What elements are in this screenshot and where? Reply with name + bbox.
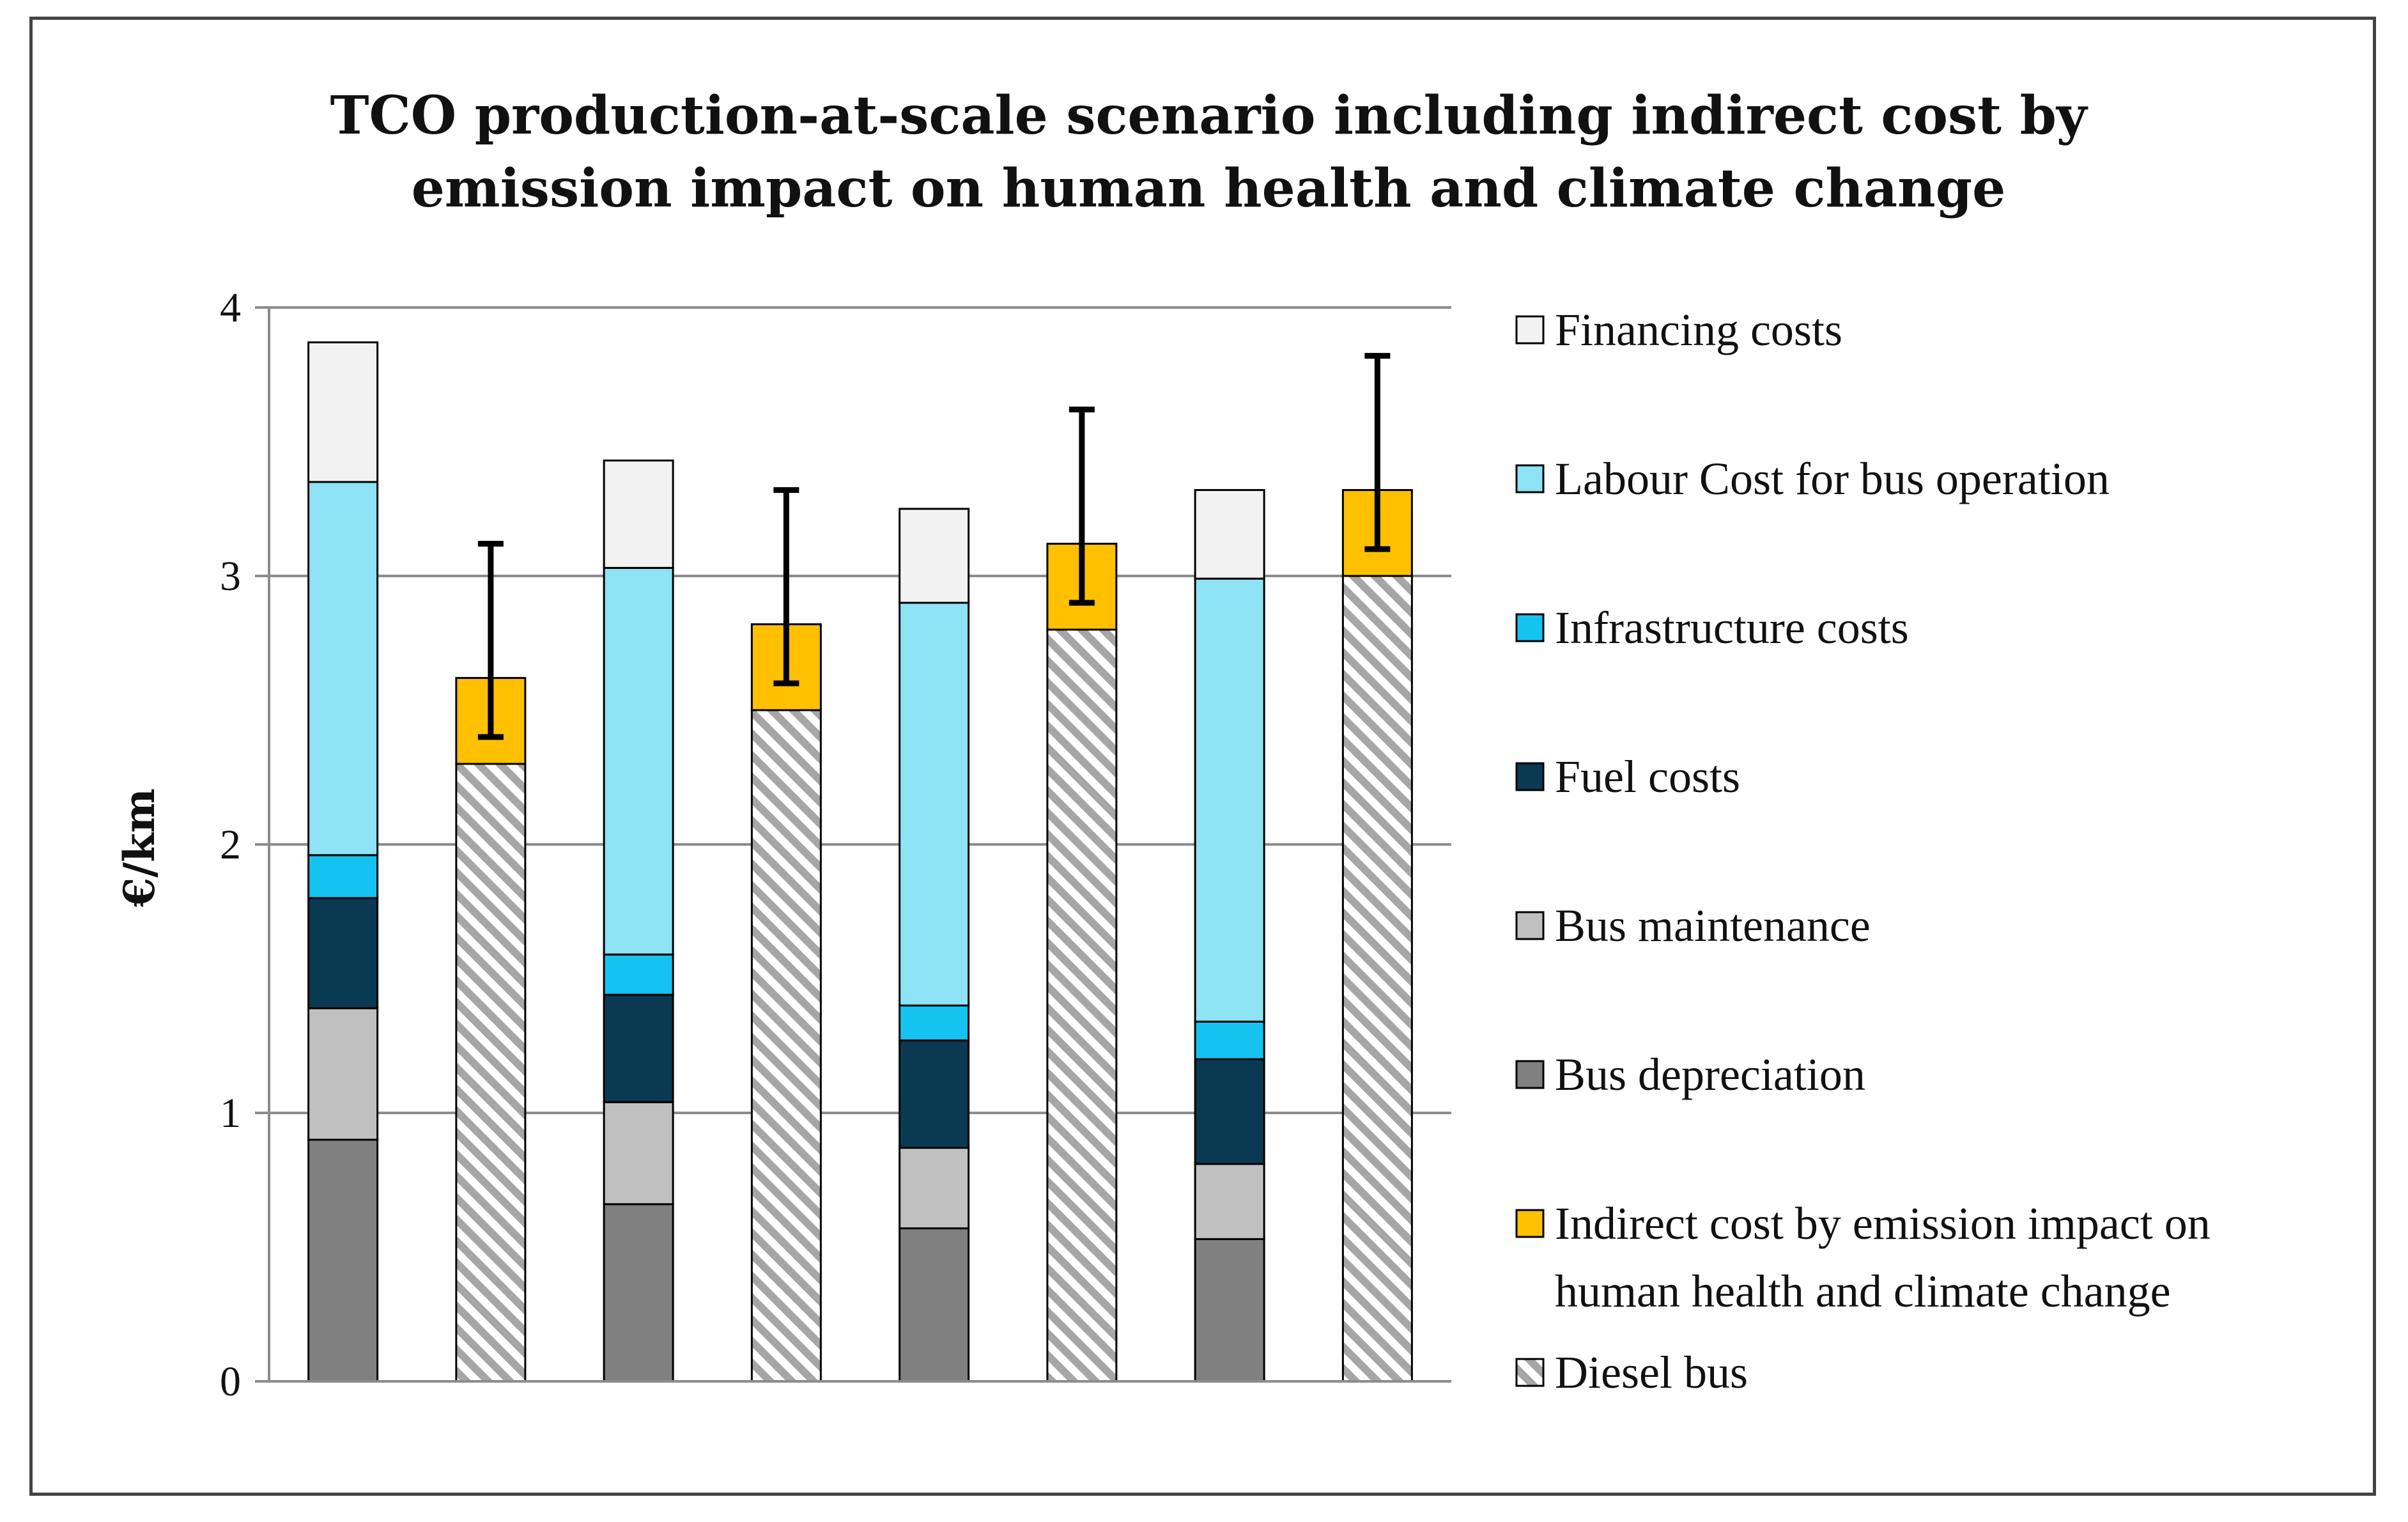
y-axis-label: €/km — [114, 788, 164, 908]
bar-fuel_costs-6 — [1194, 1058, 1265, 1165]
y-tick-label-4: 4 — [220, 284, 241, 331]
bar-bus_maintenance-6 — [1194, 1163, 1265, 1240]
legend-label-infrastructure_costs: Infrastructure costs — [1555, 602, 1909, 653]
legend: Financing costs Labour Cost for bus opera… — [1515, 304, 2211, 1398]
bar-diesel_bus-5 — [1046, 628, 1118, 1383]
legend-swatch-indirect_cost — [1515, 1209, 1545, 1238]
bar-fuel_costs-0 — [307, 897, 379, 1009]
legend-label-diesel_bus: Diesel bus — [1555, 1347, 1748, 1398]
chart-title-line-2: emission impact on human health and clim… — [412, 158, 2006, 219]
bar-financing_costs-0 — [307, 341, 379, 483]
legend-label-indirect_cost-line-2: human health and climate change — [1555, 1266, 2171, 1317]
bar-infrastructure_costs-6 — [1194, 1020, 1265, 1060]
bar-labour_cost-6 — [1194, 577, 1265, 1023]
bar-financing_costs-6 — [1194, 489, 1265, 580]
y-tick-label-1: 1 — [220, 1090, 241, 1137]
bar-labour_cost-0 — [307, 481, 379, 857]
legend-label-fuel_costs: Fuel costs — [1555, 751, 1740, 802]
bar-bus_maintenance-0 — [307, 1007, 379, 1141]
y-tick-label-2: 2 — [220, 821, 241, 868]
error-bar-layer — [477, 353, 1391, 740]
bar-infrastructure_costs-4 — [899, 1004, 970, 1042]
bar-diesel_bus-1 — [455, 763, 527, 1383]
bar-infrastructure_costs-2 — [603, 953, 674, 996]
bar-diesel_bus-7 — [1341, 575, 1413, 1383]
bar-fuel_costs-4 — [899, 1039, 970, 1149]
y-tick-labels: 0 1 2 3 4 — [220, 284, 241, 1405]
y-tick-label-0: 0 — [220, 1358, 241, 1405]
legend-swatch-fuel_costs — [1515, 762, 1545, 791]
legend-swatch-diesel_bus — [1515, 1358, 1545, 1387]
bar-bus_maintenance-4 — [899, 1147, 970, 1230]
bar-bus_depreciation-4 — [899, 1227, 970, 1383]
legend-swatch-infrastructure_costs — [1515, 613, 1545, 642]
legend-swatch-labour_cost — [1515, 464, 1545, 493]
bar-diesel_bus-3 — [750, 709, 822, 1383]
y-tick-label-3: 3 — [220, 553, 241, 600]
legend-label-bus_depreciation: Bus depreciation — [1555, 1049, 1865, 1100]
bar-bus_maintenance-2 — [603, 1101, 674, 1206]
legend-label-financing_costs: Financing costs — [1555, 304, 1842, 355]
grid-layer — [255, 306, 1451, 1383]
legend-label-bus_maintenance: Bus maintenance — [1555, 900, 1871, 951]
bar-infrastructure_costs-0 — [307, 854, 379, 899]
bar-layer — [307, 341, 1413, 1383]
legend-swatch-bus_depreciation — [1515, 1060, 1545, 1089]
chart-frame: TCO production-at-scale scenario includi… — [29, 17, 2376, 1496]
chart-svg: TCO production-at-scale scenario includi… — [114, 85, 2211, 1405]
bar-financing_costs-2 — [603, 459, 674, 569]
bar-fuel_costs-2 — [603, 993, 674, 1103]
bar-labour_cost-2 — [603, 566, 674, 956]
chart-title: TCO production-at-scale scenario includi… — [330, 85, 2088, 219]
legend-label-indirect_cost-line-1: Indirect cost by emission impact on — [1555, 1198, 2211, 1249]
chart-title-line-1: TCO production-at-scale scenario includi… — [330, 85, 2088, 146]
legend-label-labour_cost: Labour Cost for bus operation — [1555, 453, 2110, 504]
bar-labour_cost-4 — [899, 602, 970, 1007]
bar-bus_depreciation-6 — [1194, 1238, 1265, 1383]
legend-swatch-financing_costs — [1515, 315, 1545, 345]
bar-financing_costs-4 — [899, 508, 970, 604]
bar-bus_depreciation-0 — [307, 1138, 379, 1383]
axis-layer — [268, 307, 1451, 1383]
bar-bus_depreciation-2 — [603, 1203, 674, 1383]
legend-swatch-bus_maintenance — [1515, 911, 1545, 940]
